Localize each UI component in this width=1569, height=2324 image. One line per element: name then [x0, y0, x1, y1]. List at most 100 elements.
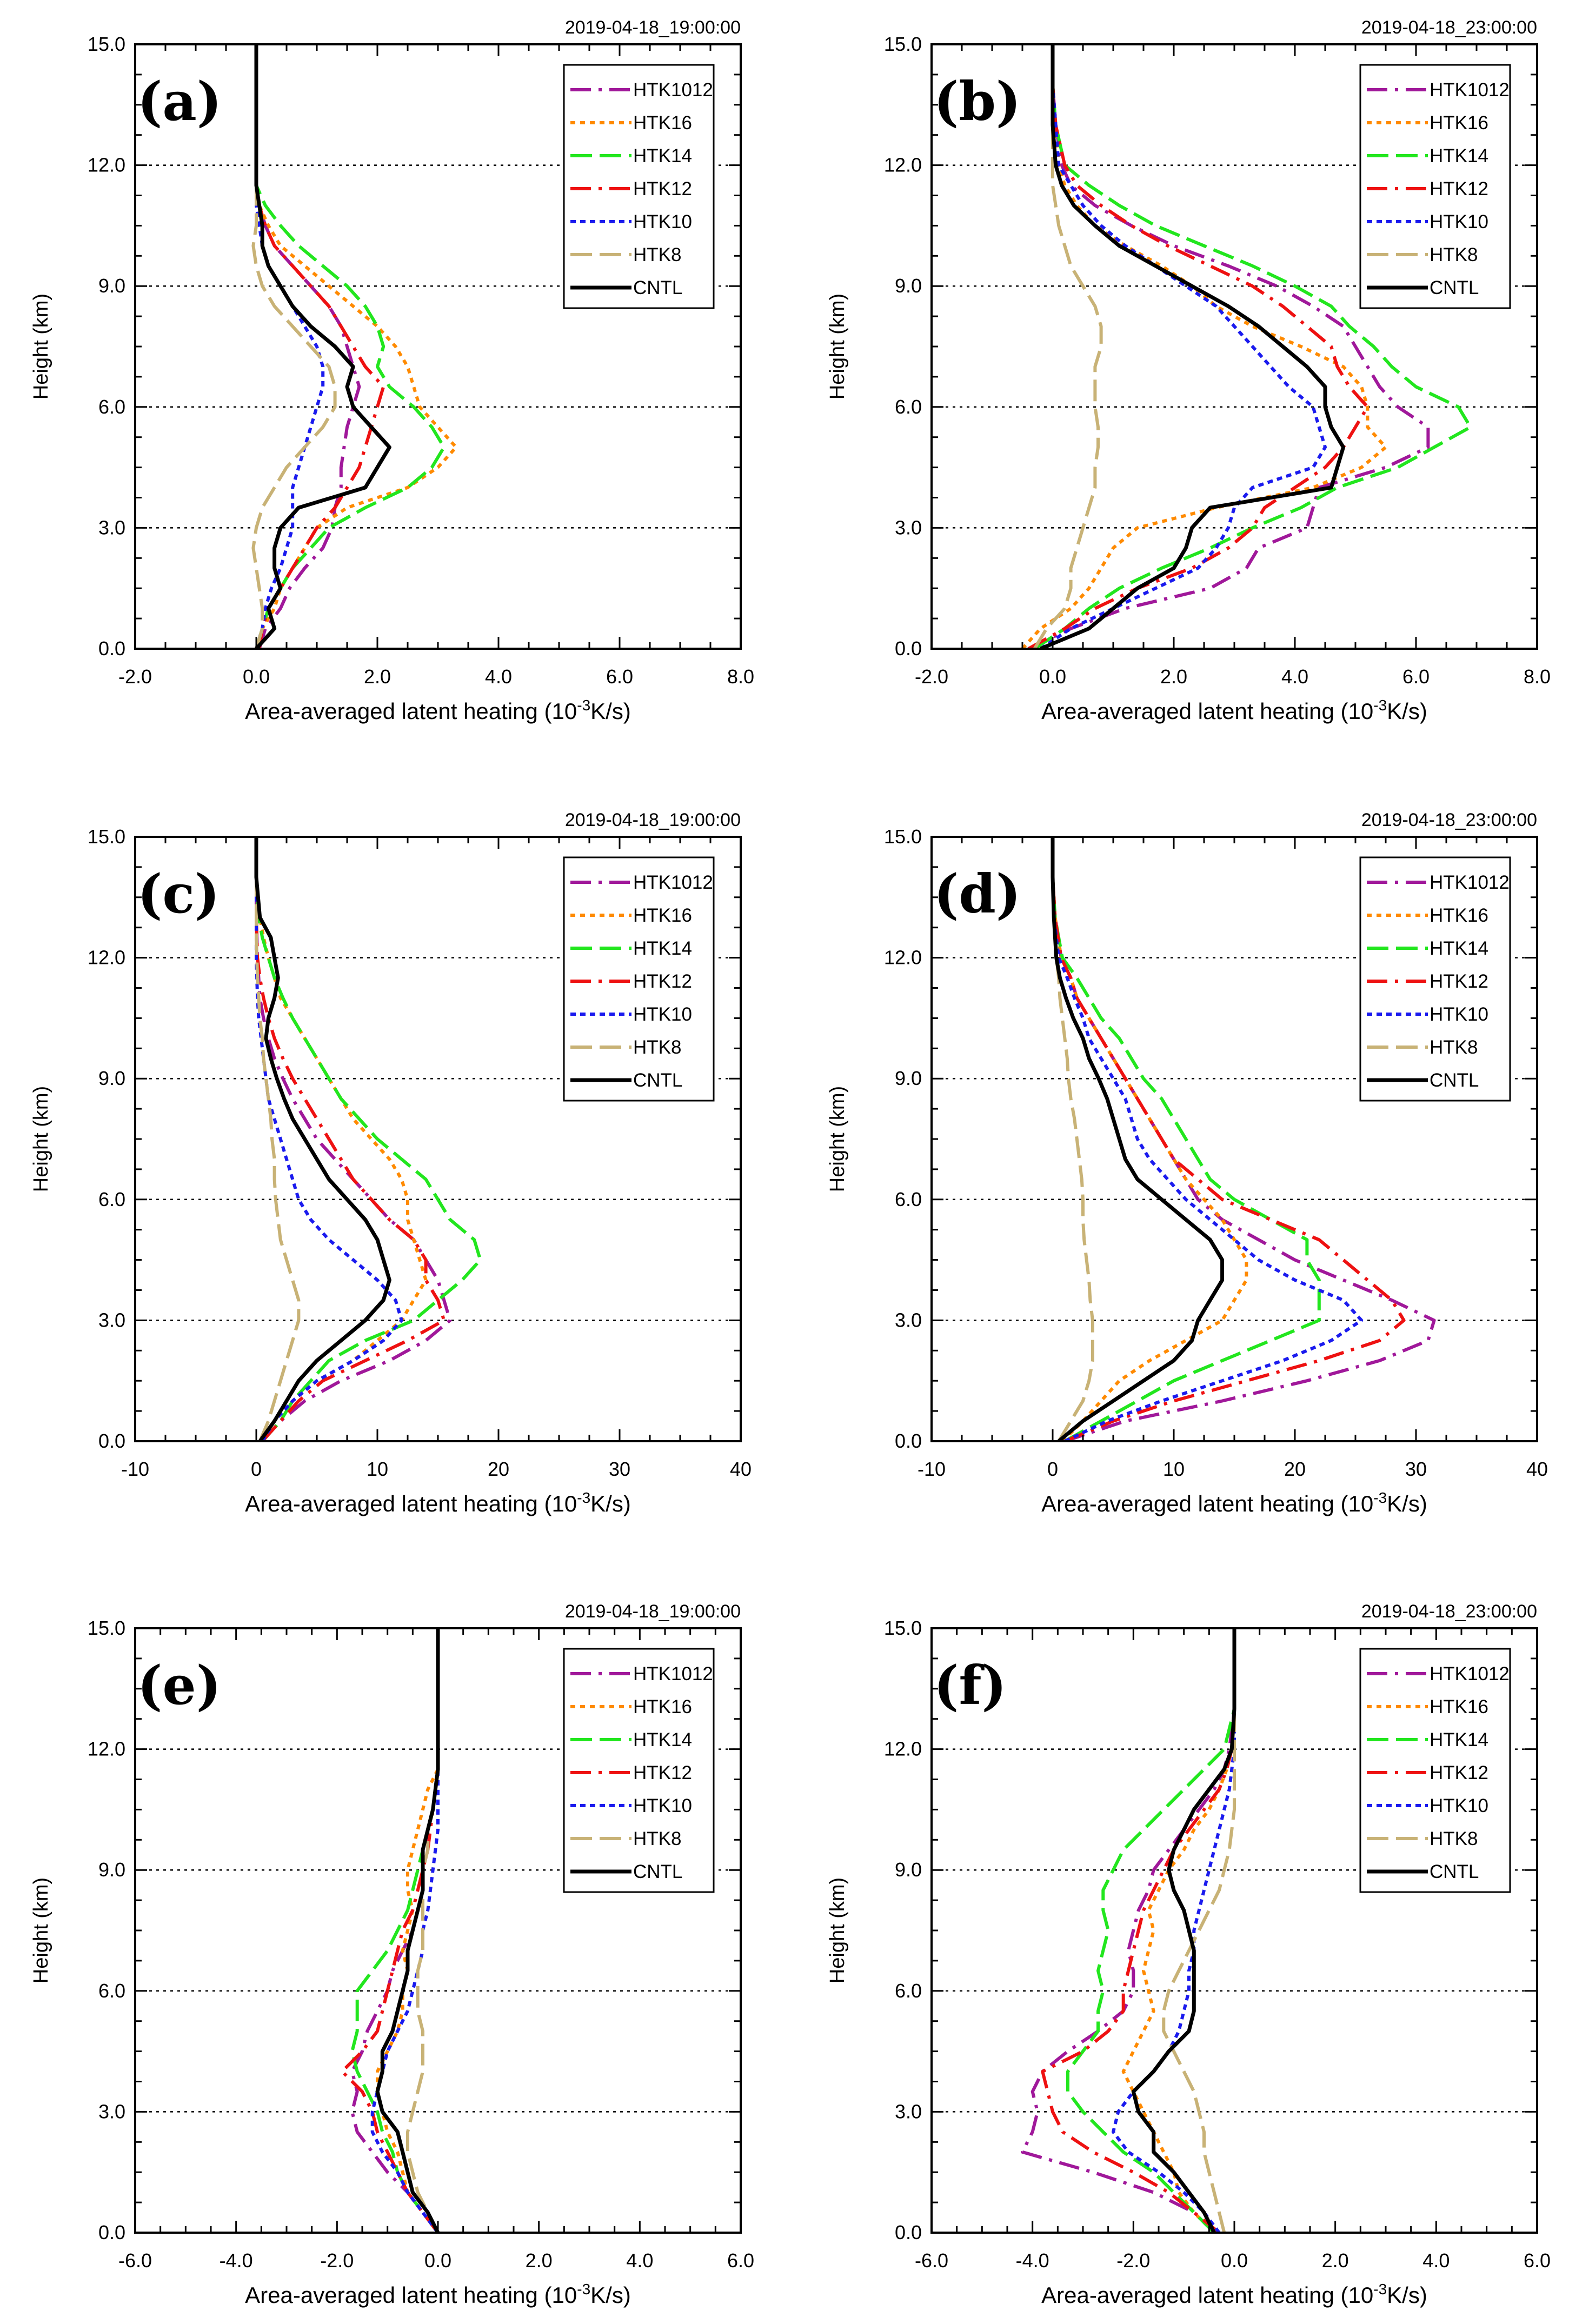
legend-label: HTK12: [1430, 1762, 1488, 1783]
legend-label: HTK1012: [633, 1663, 713, 1684]
y-tick-label: 15.0: [88, 825, 125, 848]
legend-box: [1359, 1648, 1511, 1893]
y-tick-label: 9.0: [98, 1067, 125, 1089]
series-line-htk10: [1051, 837, 1364, 1441]
timestamp: 2019-04-18_23:00:00: [1361, 17, 1537, 38]
y-tick-label: 15.0: [884, 33, 922, 55]
y-tick-label: 0.0: [895, 1430, 922, 1452]
x-tick-label: 0.0: [243, 665, 270, 688]
x-tick-label: -10: [121, 1458, 149, 1480]
series-line-cntl: [254, 837, 391, 1441]
y-tick-label: 12.0: [88, 947, 125, 969]
y-tick-label: 15.0: [884, 1617, 922, 1639]
x-tick-label: 6.0: [1524, 2249, 1551, 2272]
series-line-htk10: [1039, 44, 1327, 649]
panel-c: -10 0 10 20 30 40 0.0 3.0 6.0 9.0 12.0 15.0 Area-ave…: [30, 810, 752, 1516]
legend-label: HTK14: [633, 938, 692, 959]
y-tick-label: 6.0: [895, 1980, 922, 2002]
series-line-htk10: [255, 837, 403, 1441]
x-tick-label: 40: [730, 1458, 752, 1480]
x-axis-label: Area-averaged latent heating (10-3K/s): [1041, 697, 1427, 724]
series-line-htk16: [1121, 1628, 1236, 2233]
legend-box: [563, 1648, 715, 1893]
series-line-cntl: [1131, 1628, 1236, 2233]
legend-box: [563, 64, 715, 309]
legend: HTK1012 HTK16 HTK14 HTK12 HTK10 HTK8 CNTL: [1359, 856, 1511, 1102]
legend-label: HTK1012: [1430, 872, 1510, 893]
y-tick-label: 3.0: [98, 516, 125, 538]
panel-label: (b): [934, 71, 1021, 133]
legend-label: HTK16: [1430, 1696, 1488, 1717]
x-tick-label: -6.0: [915, 2249, 948, 2272]
x-tick-label: 4.0: [485, 665, 512, 688]
series-group: [1021, 44, 1472, 649]
legend-label: HTK8: [1430, 1037, 1478, 1058]
y-tick-label: 12.0: [88, 1738, 125, 1760]
legend-label: HTK1012: [633, 872, 713, 893]
y-tick-label: 6.0: [98, 1980, 125, 2002]
x-tick-label: -10: [918, 1458, 946, 1480]
legend-label: HTK12: [633, 178, 692, 199]
series-line-htk12: [1041, 1628, 1236, 2233]
x-tick-label: 4.0: [1422, 2249, 1450, 2272]
x-tick-label: 2.0: [1322, 2249, 1349, 2272]
x-tick-label: 8.0: [727, 665, 754, 688]
y-tick-label: 0.0: [895, 637, 922, 660]
legend-box: [1359, 856, 1511, 1102]
legend-label: CNTL: [1430, 1861, 1479, 1882]
y-tick-label: 12.0: [88, 154, 125, 176]
timestamp: 2019-04-18_19:00:00: [565, 810, 741, 830]
series-line-htk8: [1051, 837, 1094, 1441]
panel-f: -6.0 -4.0 -2.0 0.0 2.0 4.0 6.0 0.0 3.0 6.0 9.0 12.0…: [826, 1601, 1551, 2308]
legend: HTK1012 HTK16 HTK14 HTK12 HTK10 HTK8 CNTL: [1359, 1648, 1511, 1893]
legend-label: HTK16: [1430, 905, 1488, 926]
y-tick-label: 6.0: [895, 1188, 922, 1210]
x-tick-label: 10: [1163, 1458, 1185, 1480]
legend-box: [1359, 64, 1511, 309]
y-tick-label: 9.0: [895, 275, 922, 297]
series-group: [251, 44, 458, 649]
legend-label: HTK14: [1430, 1729, 1488, 1750]
legend-label: HTK12: [1430, 178, 1488, 199]
series-line-htk12: [1051, 837, 1406, 1441]
legend-label: HTK16: [633, 905, 692, 926]
x-tick-label: 6.0: [606, 665, 633, 688]
series-line-htk12: [340, 1628, 440, 2233]
x-tick-label: 0.0: [424, 2249, 451, 2272]
legend-label: HTK8: [633, 1828, 681, 1849]
x-tick-label: 6.0: [727, 2249, 754, 2272]
series-line-htk10: [370, 1628, 440, 2233]
legend-label: HTK14: [1430, 145, 1488, 167]
y-tick-label: 6.0: [98, 396, 125, 418]
y-tick-label: 6.0: [895, 396, 922, 418]
x-tick-label: 10: [367, 1458, 388, 1480]
legend-label: HTK12: [633, 971, 692, 992]
x-tick-label: 30: [1405, 1458, 1427, 1480]
series-line-htk14: [1066, 1628, 1236, 2233]
x-tick-label: 4.0: [626, 2249, 653, 2272]
legend-label: CNTL: [633, 1070, 682, 1091]
x-tick-label: 2.0: [1160, 665, 1187, 688]
legend-label: HTK1012: [1430, 1663, 1510, 1684]
series-line-cntl: [1040, 44, 1346, 649]
legend: HTK1012 HTK16 HTK14 HTK12 HTK10 HTK8 CNTL: [563, 64, 715, 309]
panel-label: (e): [137, 1655, 221, 1717]
x-tick-label: 4.0: [1281, 665, 1308, 688]
series-line-htk14: [255, 837, 482, 1441]
series-line-htk8: [1162, 1628, 1236, 2233]
series-group: [340, 1628, 440, 2233]
x-tick-label: 2.0: [364, 665, 391, 688]
y-tick-label: 3.0: [895, 1309, 922, 1331]
y-tick-label: 12.0: [884, 947, 922, 969]
y-tick-label: 0.0: [98, 1430, 125, 1452]
x-tick-label: 0.0: [1039, 665, 1066, 688]
legend-label: HTK10: [1430, 1004, 1488, 1025]
y-tick-label: 12.0: [884, 1738, 922, 1760]
x-tick-label: -2.0: [320, 2249, 354, 2272]
x-tick-label: 6.0: [1402, 665, 1430, 688]
series-line-htk1012: [350, 1628, 440, 2233]
timestamp: 2019-04-18_23:00:00: [1361, 810, 1537, 830]
panel-e: -6.0 -4.0 -2.0 0.0 2.0 4.0 6.0 0.0 3.0 6.0 9.0 12.0…: [30, 1601, 754, 2308]
legend: HTK1012 HTK16 HTK14 HTK12 HTK10 HTK8 CNTL: [563, 856, 715, 1102]
legend-label: HTK1012: [1430, 79, 1510, 101]
